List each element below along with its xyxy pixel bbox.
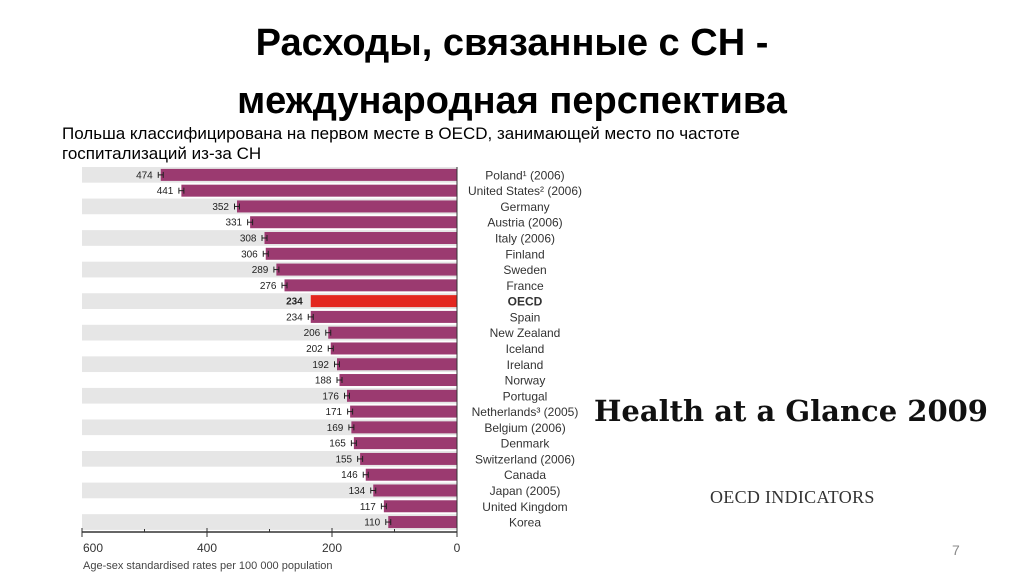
- bar: [160, 168, 457, 181]
- data-label: 234: [286, 312, 303, 323]
- data-label: 134: [349, 486, 366, 497]
- bar: [181, 184, 457, 197]
- brand-subtitle: OECD INDICATORS: [710, 487, 875, 507]
- bar: [265, 247, 457, 260]
- bar: [264, 232, 457, 245]
- data-label: 206: [304, 328, 321, 339]
- data-label: 331: [225, 218, 242, 229]
- category-label: United Kingdom: [482, 500, 567, 514]
- category-label: Korea: [509, 516, 541, 530]
- bar: [337, 358, 457, 371]
- row-band: [82, 482, 457, 499]
- x-tick-label: 200: [322, 541, 342, 555]
- data-label: 308: [240, 234, 257, 245]
- category-label: Finland: [505, 247, 544, 261]
- bar: [347, 389, 457, 402]
- data-label: 155: [335, 454, 352, 465]
- slide-subtitle: Польша классифицирована на первом месте …: [62, 124, 842, 164]
- category-label: Norway: [505, 374, 546, 388]
- data-label: 176: [322, 391, 339, 402]
- data-label: 171: [325, 407, 342, 418]
- bar: [351, 421, 457, 434]
- bar: [310, 310, 457, 323]
- bar: [276, 263, 457, 276]
- data-label: 234: [286, 297, 303, 308]
- category-label: Austria (2006): [487, 216, 562, 230]
- category-label: United States² (2006): [468, 184, 582, 198]
- category-label: Sweden: [503, 263, 546, 277]
- brand-title: Health at a Glance 2009: [594, 394, 988, 428]
- row-band: [82, 514, 457, 530]
- bar: [350, 405, 457, 418]
- bar: [237, 200, 457, 213]
- x-axis-label: Age-sex standardised rates per 100 000 p…: [83, 560, 333, 572]
- row-band: [82, 466, 457, 483]
- data-label: 192: [312, 360, 329, 371]
- data-label: 289: [252, 265, 269, 276]
- bar: [328, 326, 457, 339]
- data-label: 276: [260, 281, 277, 292]
- data-label: 202: [306, 344, 323, 355]
- category-label: Germany: [500, 200, 549, 214]
- data-label: 110: [364, 518, 380, 529]
- bar: [388, 516, 457, 529]
- data-label: 306: [241, 249, 258, 260]
- page-number: 7: [952, 542, 960, 558]
- category-label: France: [506, 279, 544, 293]
- bar-chart: 474 Poland¹ (2006) 441 United States² (2006…: [81, 167, 582, 572]
- category-label: Portugal: [503, 389, 548, 403]
- bar: [339, 374, 457, 387]
- slide-title-line1: Расходы, связанные с СН -: [255, 22, 769, 64]
- data-label: 169: [327, 423, 344, 434]
- x-tick-label: 400: [197, 541, 217, 555]
- bar: [365, 468, 457, 481]
- data-label: 474: [136, 170, 153, 181]
- bar: [353, 437, 457, 450]
- bar: [383, 500, 457, 513]
- category-label: Belgium (2006): [484, 421, 565, 435]
- x-tick-label: 0: [454, 541, 461, 555]
- data-label: 188: [315, 376, 332, 387]
- slide-subtitle-line2: госпитализаций из-за СН: [62, 144, 262, 163]
- category-label: Netherlands³ (2005): [472, 405, 579, 419]
- data-label: 146: [341, 470, 358, 481]
- bar: [250, 216, 457, 229]
- bar: [360, 452, 457, 465]
- data-label: 117: [360, 502, 376, 513]
- category-label: Japan (2005): [490, 484, 561, 498]
- category-label: Iceland: [506, 342, 545, 356]
- category-label: Canada: [504, 468, 546, 482]
- category-label: Switzerland (2006): [475, 452, 575, 466]
- bar: [330, 342, 457, 355]
- bar: [284, 279, 457, 292]
- data-label: 352: [212, 202, 229, 213]
- data-label: 165: [329, 439, 346, 450]
- category-label: Spain: [510, 310, 541, 324]
- data-label: 441: [157, 186, 174, 197]
- slide-title-line2: международная перспектива: [237, 80, 787, 122]
- bar: [373, 484, 457, 497]
- category-label: OECD: [508, 295, 543, 309]
- row-band: [82, 498, 457, 515]
- category-label: Italy (2006): [495, 232, 555, 246]
- x-tick-label: 600: [83, 541, 103, 555]
- slide-subtitle-line1: Польша классифицирована на первом месте …: [62, 124, 740, 143]
- category-label: Poland¹ (2006): [485, 168, 564, 182]
- category-label: New Zealand: [490, 326, 561, 340]
- category-label: Ireland: [507, 358, 544, 372]
- bar: [310, 295, 457, 308]
- category-label: Denmark: [501, 437, 551, 451]
- slide-title: Расходы, связанные с СН - международная …: [0, 14, 1024, 130]
